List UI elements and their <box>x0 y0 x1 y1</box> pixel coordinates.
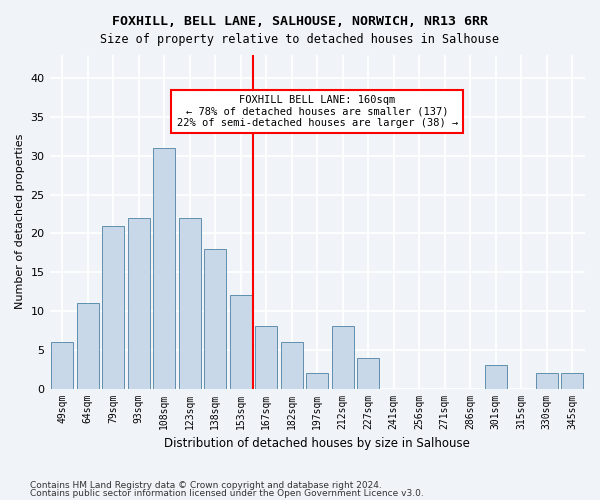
Text: Contains HM Land Registry data © Crown copyright and database right 2024.: Contains HM Land Registry data © Crown c… <box>30 481 382 490</box>
Bar <box>52 342 73 388</box>
Text: FOXHILL, BELL LANE, SALHOUSE, NORWICH, NR13 6RR: FOXHILL, BELL LANE, SALHOUSE, NORWICH, N… <box>112 15 488 28</box>
Bar <box>128 218 149 388</box>
Bar <box>77 303 98 388</box>
Bar <box>536 373 557 388</box>
Bar <box>205 249 226 388</box>
Bar <box>154 148 175 388</box>
Bar <box>230 296 251 388</box>
Bar <box>562 373 583 388</box>
Bar <box>281 342 302 388</box>
X-axis label: Distribution of detached houses by size in Salhouse: Distribution of detached houses by size … <box>164 437 470 450</box>
Bar <box>103 226 124 388</box>
Text: Contains public sector information licensed under the Open Government Licence v3: Contains public sector information licen… <box>30 488 424 498</box>
Bar <box>307 373 328 388</box>
Text: Size of property relative to detached houses in Salhouse: Size of property relative to detached ho… <box>101 32 499 46</box>
Text: FOXHILL BELL LANE: 160sqm
← 78% of detached houses are smaller (137)
22% of semi: FOXHILL BELL LANE: 160sqm ← 78% of detac… <box>176 95 458 128</box>
Y-axis label: Number of detached properties: Number of detached properties <box>15 134 25 310</box>
Bar <box>332 326 353 388</box>
Bar <box>179 218 200 388</box>
Bar <box>485 366 506 388</box>
Bar <box>358 358 379 388</box>
Bar <box>256 326 277 388</box>
